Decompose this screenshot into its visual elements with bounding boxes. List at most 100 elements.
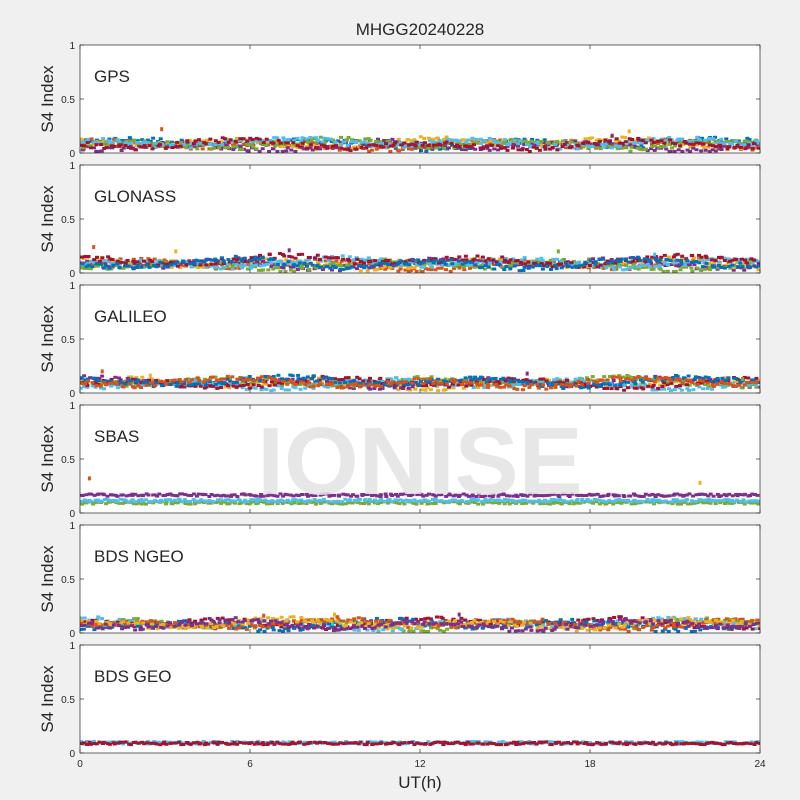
data-point [724,137,729,141]
data-point [512,387,517,391]
data-point [199,261,204,265]
data-point [133,148,138,152]
data-point [211,384,216,388]
data-point [651,136,656,140]
data-point [423,267,428,271]
data-point [308,261,313,265]
y-tick-label: 1 [69,281,75,292]
data-point [505,494,509,498]
data-point [468,266,472,270]
data-point [196,382,201,386]
data-point [599,494,604,498]
data-point [308,385,313,389]
data-point [82,261,87,265]
data-point [640,261,645,265]
data-point [160,499,165,503]
data-point [715,492,720,496]
data-point [697,385,702,389]
data-point [484,141,489,145]
data-point [611,265,616,269]
data-point [115,259,120,263]
data-point [187,259,192,263]
data-point [213,382,218,386]
data-point [511,261,516,265]
data-point [307,255,312,259]
data-point [602,382,606,386]
data-point [650,388,655,392]
data-point [469,378,474,382]
data-point [188,141,193,145]
data-point [275,378,280,382]
data-point [388,384,393,388]
data-point [605,386,610,390]
data-point [315,260,320,264]
data-point [401,499,406,503]
data-point [542,494,546,498]
data-point [595,380,600,384]
data-point [631,262,636,266]
data-point [234,385,239,389]
data-point [186,143,190,146]
data-point [690,381,695,385]
data-point [329,377,334,381]
data-point [691,259,696,262]
data-point [303,386,308,390]
data-point [139,498,144,502]
data-point [735,494,740,498]
data-point [624,257,629,261]
data-point [664,494,669,498]
data-point [414,499,419,503]
data-point [153,145,158,149]
data-point [209,262,214,266]
data-point [448,499,453,503]
data-point [441,257,446,261]
data-point [288,500,293,504]
data-point [267,384,272,388]
data-point [317,499,322,502]
data-point [388,266,393,269]
data-point [134,262,139,265]
data-point [103,262,108,266]
data-point [431,501,435,505]
data-point [536,494,540,498]
data-point [175,140,180,144]
data-point [412,377,417,381]
data-point [366,137,371,141]
data-point [659,255,664,259]
data-point [646,136,651,140]
data-point [100,499,105,503]
data-point [352,378,357,382]
data-point [234,380,239,384]
data-point [372,493,377,497]
data-point [272,494,277,498]
data-point [179,138,184,142]
data-point [583,260,588,264]
data-point [678,144,682,148]
data-point [276,260,281,264]
data-point [568,385,572,389]
data-point [529,145,533,149]
data-point [318,382,322,386]
data-point [344,267,349,271]
data-point [275,263,280,266]
data-point [631,259,636,263]
data-point [315,379,319,383]
data-point [694,493,699,497]
data-point [754,385,759,389]
data-point [345,385,350,389]
data-point [195,376,200,380]
data-point [430,265,434,269]
data-point [364,382,369,386]
data-point [505,148,510,152]
data-point [355,494,360,498]
data-point [307,381,311,385]
data-point [211,500,216,504]
data-point [525,494,530,498]
data-point [569,499,574,503]
data-point [549,492,554,496]
data-point [487,259,492,263]
data-point [676,264,681,268]
data-point [188,500,193,503]
data-point [249,500,254,504]
data-point [196,138,201,142]
